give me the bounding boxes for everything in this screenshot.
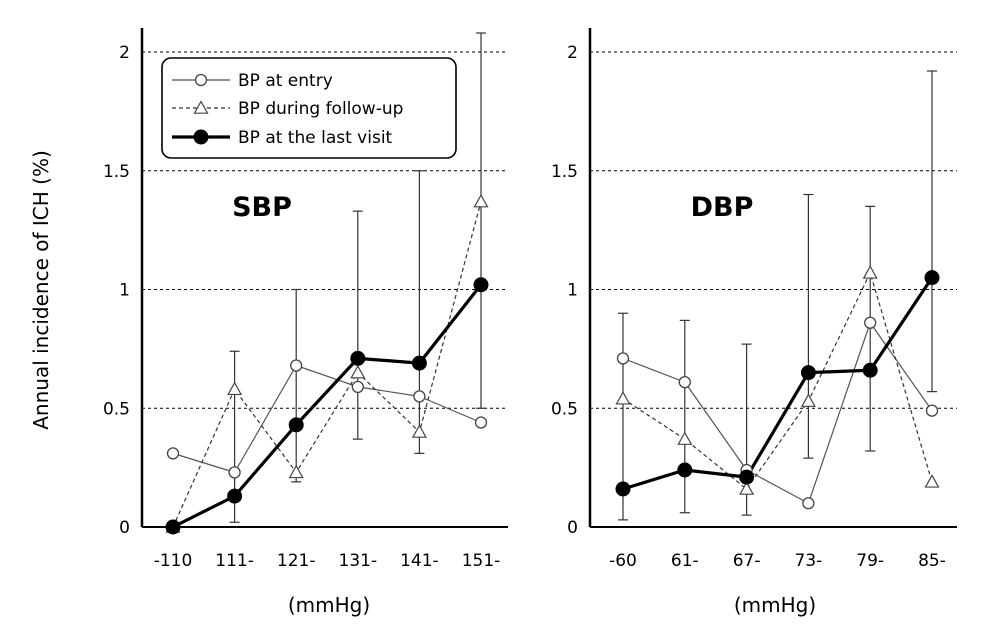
data-point-entry [474, 416, 488, 429]
data-point-follow-up [411, 424, 427, 438]
x-tick-label: 121- [277, 551, 316, 571]
y-tick-label: 0.5 [551, 399, 578, 419]
x-tick-label: 67- [733, 551, 761, 571]
data-point-last-visit [350, 350, 366, 366]
y-tick-label: 1.5 [551, 162, 578, 182]
data-point-follow-up [288, 464, 304, 479]
panel-sbp: 0 0.5 1 1.5 2 -110 111- 121- 131- 141- 151- (mmHg) S… [103, 28, 508, 617]
y-tick-label: 0.5 [103, 399, 130, 419]
data-point-entry [925, 404, 939, 417]
panel-dbp: 0 0.5 1 1.5 2 -60 61- 67- 73- 79- 85- (mmHg) DBP [551, 28, 957, 617]
y-tick-label: 0 [119, 518, 130, 538]
data-point-last-visit [288, 417, 304, 433]
y-tick-label: 2 [567, 43, 578, 63]
data-point-follow-up [227, 381, 243, 396]
data-point-last-visit [473, 277, 489, 293]
x-tick-label: 73- [795, 551, 823, 571]
data-point-last-visit [924, 270, 940, 286]
y-tick-label: 1.5 [103, 162, 130, 182]
x-axis-unit-label: (mmHg) [734, 593, 816, 617]
data-point-entry [802, 497, 815, 510]
x-tick-label: -110 [154, 551, 193, 571]
data-point-follow-up [615, 391, 631, 405]
x-tick-label: 151- [462, 551, 501, 571]
series-line-entry [172, 364, 482, 473]
x-tick-label: 79- [856, 551, 884, 571]
series-line-entry [622, 322, 933, 504]
data-point-follow-up [350, 364, 366, 379]
x-tick-label: -60 [609, 551, 637, 571]
data-point-follow-up [473, 193, 489, 208]
legend-marker [193, 129, 209, 145]
data-point-last-visit [165, 519, 181, 535]
series-line-last-visit [622, 276, 934, 491]
data-point-entry [290, 359, 303, 372]
series-line-follow-up [172, 201, 482, 528]
data-point-follow-up [800, 393, 816, 407]
data-point-follow-up [862, 265, 878, 279]
legend-marker [193, 100, 209, 114]
legend-marker [194, 73, 208, 87]
legend: BP at entry BP during follow-up BP at the … [161, 57, 457, 159]
series-line-follow-up [622, 272, 933, 490]
data-point-entry [616, 352, 630, 365]
y-tick-label: 2 [119, 43, 130, 63]
data-point-last-visit [411, 355, 427, 371]
series-line-last-visit [172, 283, 483, 529]
data-point-entry [864, 316, 877, 329]
y-tick-label: 0 [567, 518, 578, 538]
data-point-last-visit [800, 365, 816, 381]
data-point-last-visit [615, 481, 631, 497]
legend-box [161, 57, 457, 159]
y-axis-label: Annual incidence of ICH (%) [29, 150, 53, 430]
data-point-entry [351, 380, 364, 394]
x-axis-unit-label: (mmHg) [288, 593, 370, 617]
x-tick-label: 85- [918, 551, 946, 571]
legend-label: BP during follow-up [238, 99, 403, 119]
data-point-entry [413, 390, 426, 403]
y-tick-label: 1 [119, 281, 130, 301]
data-point-follow-up [677, 431, 693, 445]
x-tick-label: 111- [215, 551, 254, 571]
legend-label: BP at the last visit [238, 128, 393, 148]
data-point-last-visit [862, 362, 878, 378]
data-point-last-visit [677, 462, 693, 478]
x-tick-label: 61- [671, 551, 699, 571]
legend-label: BP at entry [238, 71, 333, 91]
data-point-entry [228, 466, 241, 479]
data-point-last-visit [739, 469, 755, 485]
data-point-entry [166, 447, 180, 460]
y-tick-label: 1 [567, 281, 578, 301]
data-point-follow-up [739, 481, 755, 495]
panel-title: SBP [232, 192, 292, 223]
data-point-last-visit [227, 488, 243, 504]
panel-title: DBP [691, 192, 754, 223]
x-tick-label: 141- [400, 551, 439, 571]
data-point-entry [678, 375, 691, 389]
x-tick-label: 131- [339, 551, 378, 571]
data-point-follow-up [924, 474, 940, 488]
